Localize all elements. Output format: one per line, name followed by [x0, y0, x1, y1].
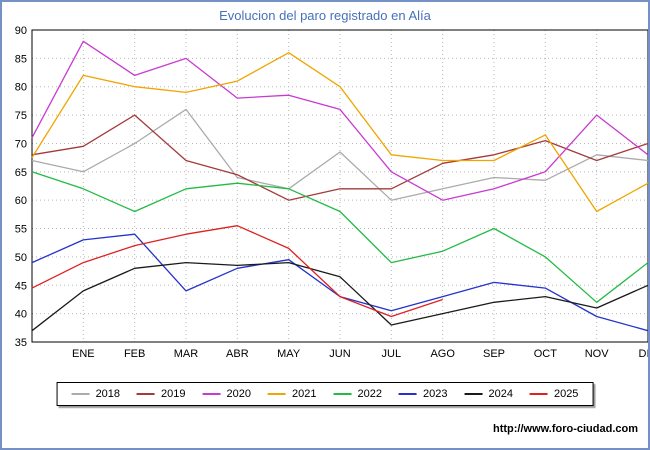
x-tick-label-ABR: ABR: [226, 348, 249, 360]
x-tick-label-JUL: JUL: [382, 348, 402, 360]
series-line-2020: [31, 40, 648, 201]
y-tick-label: 90: [15, 25, 27, 37]
series-line-2024: [31, 261, 648, 332]
legend-label-2021: 2021: [292, 388, 317, 400]
x-tick-label-OCT: OCT: [534, 348, 558, 360]
unemployment-line-chart: 35 40 45 50 55 60 65 70 75 80 85 90 ENE FEB MAR ABR MAY J…: [15, 25, 650, 360]
legend-swatch-2025: [529, 393, 548, 395]
legend-swatch-2021: [268, 393, 287, 395]
y-tick-label: 65: [15, 167, 27, 179]
grid: [32, 30, 648, 342]
x-tick-label-ENE: ENE: [72, 348, 95, 360]
series-line-2019: [31, 114, 648, 201]
y-tick-label: 45: [15, 280, 27, 292]
legend-label-2022: 2022: [357, 388, 382, 400]
legend-item-2019: 2019: [137, 388, 186, 400]
y-tick-label: 35: [15, 337, 27, 349]
y-tick-label: 80: [15, 82, 27, 94]
x-axis-labels: ENE FEB MAR ABR MAY JUN JUL AGO SEP OCT NOV DIC: [72, 348, 650, 360]
y-tick-label: 70: [15, 138, 27, 150]
y-tick-label: 55: [15, 224, 27, 236]
legend-swatch-2020: [202, 393, 221, 395]
legend-item-2024: 2024: [464, 388, 513, 400]
chart-title: Evolucion del paro registrado en Alía: [219, 8, 431, 23]
x-tick-label-NOV: NOV: [585, 348, 610, 360]
legend-label-2019: 2019: [161, 388, 186, 400]
legend-label-2018: 2018: [95, 388, 121, 400]
legend-swatch-2018: [71, 393, 90, 395]
series-line-2022: [31, 171, 648, 303]
y-tick-label: 50: [15, 252, 27, 264]
legend-item-2020: 2020: [202, 388, 252, 400]
legend-swatch-2024: [464, 393, 483, 395]
series-line-2018: [31, 108, 648, 201]
series-lines: [31, 40, 648, 332]
x-tick-label-DIC: DIC: [639, 348, 650, 360]
chart-legend: 2018 2019 2020 2021 2022 2023 2024 2025: [56, 382, 594, 406]
x-tick-label-JUN: JUN: [329, 348, 350, 360]
y-axis-labels: 35 40 45 50 55 60 65 70 75 80 85 90: [15, 25, 27, 349]
y-tick-label: 85: [15, 53, 27, 65]
legend-item-2022: 2022: [333, 388, 382, 400]
x-tick-label-MAR: MAR: [174, 348, 199, 360]
x-tick-label-MAY: MAY: [277, 348, 301, 360]
legend-label-2020: 2020: [226, 388, 252, 400]
legend-swatch-2023: [398, 393, 417, 395]
y-tick-label: 40: [15, 309, 27, 321]
x-tick-label-FEB: FEB: [124, 348, 145, 360]
x-tick-label-SEP: SEP: [483, 348, 505, 360]
legend-label-2025: 2025: [553, 388, 579, 400]
legend-item-2023: 2023: [398, 388, 448, 400]
legend-swatch-2019: [137, 393, 156, 395]
legend-item-2025: 2025: [529, 388, 579, 400]
legend-item-2021: 2021: [268, 388, 317, 400]
axes: [31, 29, 648, 343]
legend-label-2024: 2024: [488, 388, 513, 400]
series-line-2025: [31, 225, 443, 318]
y-tick-label: 60: [15, 195, 27, 207]
x-tick-label-AGO: AGO: [430, 348, 455, 360]
legend-item-2018: 2018: [71, 388, 121, 400]
footer-url-link[interactable]: http://www.foro-ciudad.com: [492, 423, 638, 435]
y-tick-label: 75: [15, 110, 27, 122]
series-line-2021: [31, 52, 648, 213]
legend-label-2023: 2023: [422, 388, 448, 400]
legend-swatch-2022: [333, 393, 352, 395]
